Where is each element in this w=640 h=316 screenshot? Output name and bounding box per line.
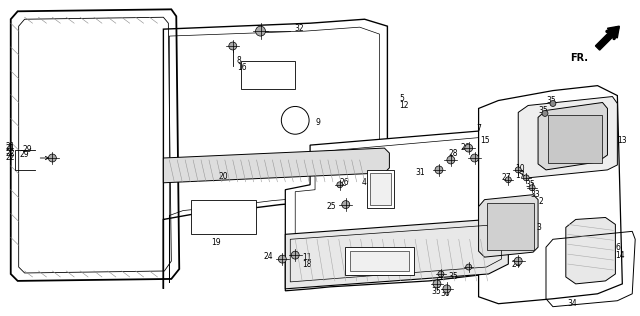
Text: 10: 10 (515, 164, 525, 173)
Text: 25: 25 (327, 202, 337, 211)
Text: 16: 16 (237, 63, 246, 72)
Text: 15: 15 (481, 136, 490, 145)
Text: 18: 18 (302, 259, 312, 269)
Circle shape (542, 110, 548, 116)
Bar (369, 173, 392, 204)
Circle shape (447, 156, 455, 164)
Text: 35: 35 (449, 272, 459, 282)
Text: 35: 35 (431, 287, 441, 296)
Polygon shape (479, 195, 538, 257)
Circle shape (278, 255, 286, 263)
Text: 26: 26 (461, 143, 470, 152)
Polygon shape (479, 86, 622, 304)
Text: 19: 19 (211, 238, 221, 247)
Text: 2: 2 (538, 197, 543, 206)
Text: 4: 4 (362, 178, 367, 187)
Text: 20: 20 (219, 172, 228, 181)
Polygon shape (566, 217, 616, 284)
Text: 32: 32 (294, 24, 304, 33)
Text: 3: 3 (536, 223, 541, 232)
Bar (191, 200, 255, 234)
Circle shape (435, 166, 443, 174)
Polygon shape (285, 130, 508, 291)
Circle shape (255, 26, 266, 36)
Text: 29: 29 (22, 145, 32, 154)
Circle shape (465, 144, 473, 152)
Bar (349, 251, 409, 271)
Circle shape (49, 154, 56, 162)
Text: 5: 5 (399, 94, 404, 103)
Text: 33: 33 (530, 190, 540, 199)
Text: 31: 31 (415, 168, 425, 177)
Text: 9: 9 (315, 118, 320, 127)
Circle shape (466, 264, 472, 270)
Text: 6: 6 (616, 243, 620, 252)
Text: 1: 1 (598, 129, 602, 138)
Text: 26: 26 (340, 178, 349, 187)
Circle shape (506, 177, 511, 183)
Text: 35: 35 (525, 180, 535, 189)
Text: 22: 22 (6, 153, 15, 161)
Text: 24: 24 (511, 259, 521, 269)
Text: 12: 12 (399, 101, 409, 110)
Text: 29: 29 (20, 149, 29, 159)
Circle shape (470, 154, 479, 162)
Text: 24: 24 (264, 252, 273, 261)
Text: 11: 11 (302, 252, 312, 262)
Circle shape (291, 251, 299, 259)
Bar (367, 170, 394, 208)
Text: 23: 23 (546, 111, 556, 120)
Circle shape (433, 280, 441, 288)
Circle shape (337, 182, 343, 188)
Polygon shape (285, 219, 508, 289)
Bar (548, 115, 602, 163)
Circle shape (515, 167, 521, 173)
Bar (486, 203, 534, 250)
Circle shape (515, 257, 522, 265)
Text: 30: 30 (440, 289, 450, 298)
Circle shape (342, 201, 349, 209)
Polygon shape (163, 148, 389, 183)
Circle shape (550, 100, 556, 106)
Text: 28: 28 (449, 149, 458, 158)
Polygon shape (518, 97, 618, 178)
Text: 17: 17 (515, 171, 525, 180)
FancyArrow shape (595, 26, 620, 50)
Text: 13: 13 (618, 136, 627, 145)
Polygon shape (538, 102, 607, 170)
Circle shape (229, 42, 237, 50)
Circle shape (529, 185, 535, 191)
Bar (241, 61, 295, 88)
Text: 7: 7 (477, 124, 481, 133)
Circle shape (443, 285, 451, 293)
Text: 35: 35 (546, 96, 556, 105)
Circle shape (282, 106, 309, 134)
Text: FR.: FR. (570, 53, 588, 63)
Text: 22: 22 (6, 149, 15, 158)
Text: 21: 21 (6, 142, 15, 151)
Text: 21: 21 (6, 143, 15, 153)
Circle shape (438, 271, 444, 277)
Text: 27: 27 (501, 173, 511, 182)
Text: 35: 35 (538, 106, 548, 115)
Text: 14: 14 (616, 251, 625, 260)
Circle shape (523, 175, 529, 181)
Text: 8: 8 (237, 56, 241, 65)
Bar (345, 247, 414, 275)
Polygon shape (163, 19, 387, 289)
Text: 34: 34 (568, 299, 577, 308)
